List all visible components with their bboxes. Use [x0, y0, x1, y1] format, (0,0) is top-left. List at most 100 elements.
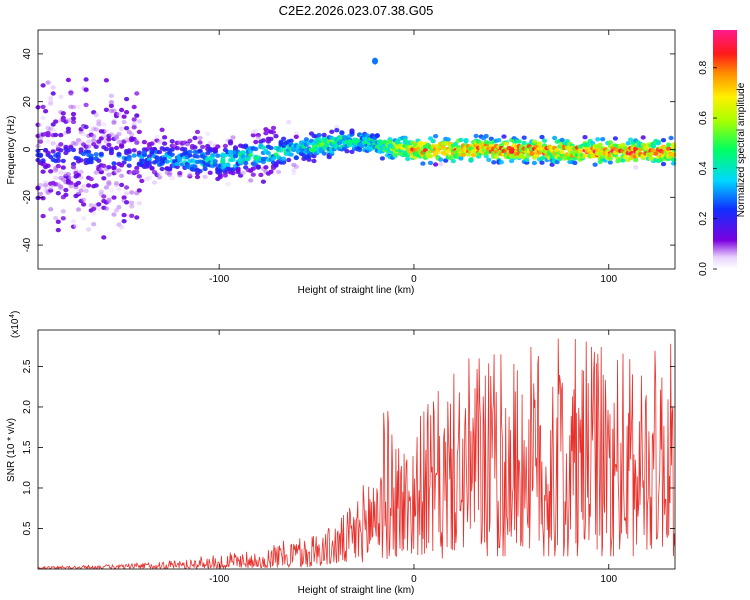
- heatmap-cell: [58, 170, 64, 175]
- heatmap-cell: [187, 138, 193, 143]
- heatmap-cell: [75, 207, 82, 212]
- heatmap-cell: [96, 119, 102, 124]
- heatmap-cell: [240, 150, 246, 155]
- heatmap-cell: [134, 169, 140, 174]
- heatmap-cell: [159, 166, 165, 172]
- heatmap-cell: [131, 104, 137, 110]
- heatmap-cell: [270, 156, 277, 161]
- heatmap-cell: [192, 145, 198, 150]
- heatmap-cell: [106, 137, 112, 142]
- heatmap-cell: [60, 111, 66, 116]
- heatmap-cell: [329, 129, 335, 134]
- heatmap-cell: [197, 135, 203, 141]
- heatmap-cell: [539, 134, 545, 140]
- heatmap-cell: [136, 119, 142, 124]
- heatmap-cell: [671, 152, 677, 158]
- heatmap-cell: [55, 227, 61, 233]
- heatmap-cell: [182, 147, 188, 152]
- heatmap-cell: [288, 152, 294, 157]
- heatmap-cell: [273, 134, 279, 139]
- heatmap-cell: [108, 93, 114, 99]
- heatmap-cell: [91, 206, 97, 211]
- heatmap-cell: [430, 138, 436, 144]
- heatmap-cell: [50, 128, 56, 133]
- heatmap-cell: [202, 174, 208, 179]
- heatmap-cell: [207, 170, 213, 175]
- colorbar-tick-label: 0.0: [698, 262, 709, 276]
- heatmap-cell: [106, 142, 112, 148]
- heatmap-cell: [169, 152, 175, 157]
- heatmap-cell: [40, 196, 46, 201]
- heatmap-cell: [253, 139, 259, 145]
- heatmap-cell: [194, 154, 201, 159]
- heatmap-cell: [486, 157, 492, 162]
- heatmap-cell: [427, 160, 434, 166]
- heatmap-cell: [63, 192, 69, 198]
- heatmap-cell: [96, 158, 102, 163]
- snr-x-tick-label: 100: [600, 574, 617, 585]
- heatmap-cell: [607, 140, 613, 145]
- heatmap-cell: [225, 162, 231, 167]
- heatmap-cell: [167, 172, 173, 177]
- heatmap-cell: [65, 172, 71, 177]
- heatmap-cell: [86, 139, 92, 144]
- heatmap-y-label: Frequency (Hz): [6, 116, 17, 185]
- heatmap-cell: [63, 144, 69, 150]
- heatmap-cell: [40, 83, 46, 88]
- heatmap-cell: [111, 108, 117, 113]
- heatmap-cell: [250, 172, 256, 177]
- heatmap-cell: [93, 112, 99, 117]
- snr-y-label: SNR (10 * v/v): [6, 418, 17, 482]
- heatmap-cell: [103, 78, 109, 83]
- heatmap-cell: [50, 141, 56, 146]
- heatmap-cell: [531, 139, 538, 144]
- heatmap-y-tick-label: 40: [22, 48, 33, 60]
- heatmap-cell: [243, 160, 249, 166]
- heatmap-cell: [595, 137, 601, 142]
- snr-y-tick-label: 2.5: [22, 359, 33, 373]
- heatmap-cell: [50, 149, 56, 154]
- heatmap-cell: [592, 162, 598, 167]
- heatmap-cell: [108, 103, 114, 109]
- heatmap-cell: [136, 174, 142, 179]
- heatmap-cell: [119, 225, 125, 230]
- heatmap-cell: [149, 166, 155, 171]
- heatmap-cell: [103, 146, 109, 152]
- heatmap-cell: [136, 188, 142, 193]
- heatmap-cell: [640, 135, 646, 140]
- heatmap-cell: [53, 216, 59, 221]
- heatmap-cell: [559, 149, 565, 155]
- heatmap-cell: [91, 222, 97, 227]
- heatmap-cell: [113, 208, 120, 213]
- heatmap-cell: [98, 167, 104, 172]
- heatmap-cell: [78, 158, 84, 163]
- heatmap-cell: [235, 168, 241, 173]
- heatmap-cell: [174, 146, 180, 151]
- heatmap-cell: [483, 133, 489, 139]
- heatmap-cell: [48, 101, 54, 106]
- heatmap-cell: [96, 202, 102, 207]
- heatmap-cell: [55, 191, 61, 196]
- heatmap-cell: [116, 112, 122, 117]
- heatmap-cell: [445, 137, 451, 142]
- heatmap-cell: [55, 158, 61, 163]
- snr-panel: -100 0 100 0.5 1.0 1.5 2.0 2.5 Height of strai…: [6, 311, 676, 596]
- heatmap-cell: [549, 162, 555, 167]
- heatmap-cell: [248, 178, 254, 183]
- heatmap-cell: [245, 156, 251, 162]
- heatmap-cell: [126, 163, 132, 168]
- heatmap-cell: [53, 132, 59, 138]
- heatmap-cell: [468, 157, 474, 162]
- heatmap-x-tick-label: -100: [209, 274, 229, 285]
- heatmap-cell: [70, 119, 77, 125]
- heatmap-cell: [40, 213, 46, 219]
- snr-y-tick-label: 1.0: [22, 481, 33, 495]
- heatmap-cell: [177, 171, 183, 176]
- heatmap-cell: [88, 203, 94, 208]
- heatmap-cell: [291, 167, 297, 173]
- heatmap-cell: [660, 161, 667, 167]
- heatmap-cell: [607, 156, 613, 161]
- heatmap-cell: [260, 179, 266, 184]
- heatmap-cell: [113, 135, 120, 140]
- heatmap-cell: [40, 104, 46, 110]
